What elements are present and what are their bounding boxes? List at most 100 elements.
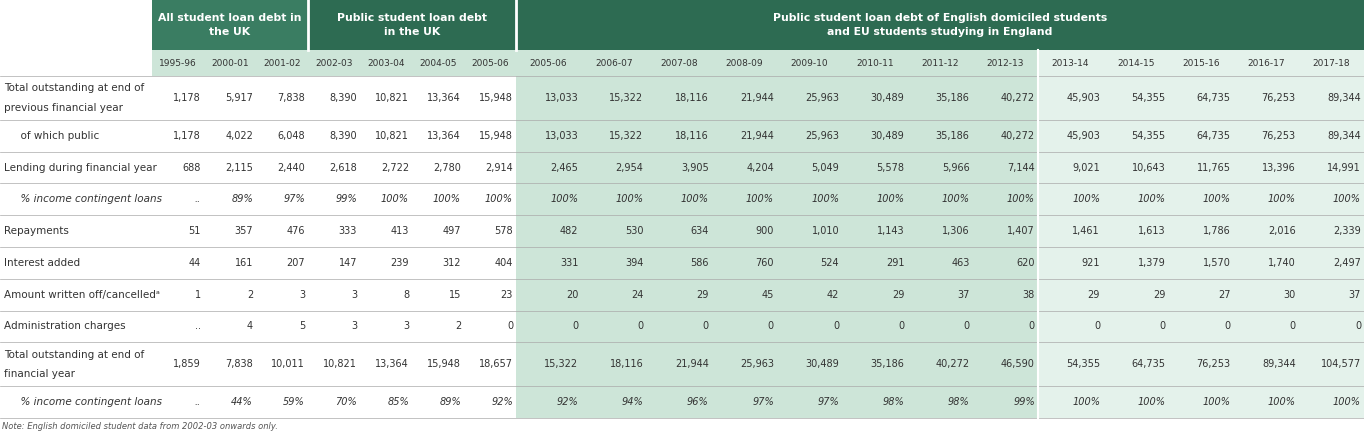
Text: 23: 23 — [501, 290, 513, 300]
Text: 0: 0 — [1094, 321, 1101, 331]
Text: 2003-04: 2003-04 — [367, 58, 405, 68]
Bar — [360, 120, 412, 152]
Bar — [907, 386, 973, 418]
Text: 18,657: 18,657 — [479, 359, 513, 369]
Bar — [1169, 342, 1233, 386]
Bar — [0, 215, 151, 247]
Text: 100%: 100% — [615, 194, 644, 204]
Bar — [1038, 342, 1103, 386]
Bar — [1233, 247, 1299, 279]
Bar — [581, 247, 647, 279]
Text: 5,578: 5,578 — [877, 163, 904, 173]
Text: 1: 1 — [195, 290, 201, 300]
Bar — [712, 215, 777, 247]
Bar — [256, 215, 308, 247]
Bar — [1233, 215, 1299, 247]
Bar — [777, 215, 842, 247]
Text: 46,590: 46,590 — [1001, 359, 1035, 369]
Text: 18,116: 18,116 — [675, 131, 709, 141]
Bar — [1169, 386, 1233, 418]
Text: Total outstanding at end of: Total outstanding at end of — [4, 83, 145, 93]
Text: 25,963: 25,963 — [805, 93, 839, 103]
Bar — [256, 342, 308, 386]
Text: 29: 29 — [1153, 290, 1165, 300]
Bar — [581, 76, 647, 120]
Text: financial year: financial year — [4, 369, 75, 379]
Bar — [0, 76, 151, 120]
Text: 64,735: 64,735 — [1196, 131, 1230, 141]
Text: 0: 0 — [702, 321, 709, 331]
Bar — [777, 279, 842, 310]
Text: 100%: 100% — [941, 194, 970, 204]
Text: 5,917: 5,917 — [225, 93, 252, 103]
Text: 100%: 100% — [1007, 194, 1035, 204]
Bar — [412, 184, 464, 215]
Text: 2006-07: 2006-07 — [595, 58, 633, 68]
Text: 0: 0 — [1159, 321, 1165, 331]
Text: 3: 3 — [351, 290, 357, 300]
Text: 15,948: 15,948 — [427, 359, 461, 369]
Bar — [1038, 215, 1103, 247]
Bar — [0, 120, 151, 152]
Text: 463: 463 — [951, 258, 970, 268]
Bar — [907, 279, 973, 310]
Text: 10,821: 10,821 — [375, 131, 409, 141]
Text: 3: 3 — [351, 321, 357, 331]
Text: 207: 207 — [286, 258, 306, 268]
Bar — [308, 50, 516, 76]
Bar — [1103, 120, 1169, 152]
Bar — [308, 215, 360, 247]
Bar — [1169, 184, 1233, 215]
Text: 7,144: 7,144 — [1007, 163, 1035, 173]
Bar — [712, 279, 777, 310]
Text: 4: 4 — [247, 321, 252, 331]
Text: Public student loan debt
in the UK: Public student loan debt in the UK — [337, 13, 487, 37]
Bar — [308, 386, 360, 418]
Text: 13,033: 13,033 — [544, 131, 578, 141]
Bar — [412, 120, 464, 152]
Text: 8,390: 8,390 — [329, 93, 357, 103]
Text: 64,735: 64,735 — [1196, 93, 1230, 103]
Text: ..: .. — [195, 194, 201, 204]
Text: 161: 161 — [235, 258, 252, 268]
Text: 25,963: 25,963 — [805, 131, 839, 141]
Text: 0: 0 — [1225, 321, 1230, 331]
Text: 3: 3 — [402, 321, 409, 331]
Text: 70%: 70% — [336, 397, 357, 407]
Bar — [712, 310, 777, 342]
Bar — [842, 342, 907, 386]
Bar — [777, 76, 842, 120]
Bar — [1038, 50, 1364, 76]
Text: 100%: 100% — [432, 194, 461, 204]
Text: 2013-14: 2013-14 — [1052, 58, 1090, 68]
Bar — [516, 310, 581, 342]
Text: previous financial year: previous financial year — [4, 102, 123, 112]
Bar — [1038, 386, 1103, 418]
Bar — [308, 0, 516, 50]
Text: 29: 29 — [696, 290, 709, 300]
Bar — [1299, 184, 1364, 215]
Text: 394: 394 — [625, 258, 644, 268]
Bar — [1169, 215, 1233, 247]
Bar — [581, 152, 647, 184]
Bar — [412, 215, 464, 247]
Bar — [973, 386, 1038, 418]
Bar — [1038, 184, 1103, 215]
Text: 1,379: 1,379 — [1138, 258, 1165, 268]
Bar — [647, 76, 712, 120]
Bar — [1103, 76, 1169, 120]
Text: ..: .. — [195, 321, 201, 331]
Text: 100%: 100% — [1138, 194, 1165, 204]
Bar — [1038, 120, 1103, 152]
Bar — [647, 386, 712, 418]
Text: 413: 413 — [390, 226, 409, 236]
Bar — [0, 342, 151, 386]
Text: 5,049: 5,049 — [812, 163, 839, 173]
Bar — [151, 386, 205, 418]
Bar — [360, 386, 412, 418]
Bar — [1103, 279, 1169, 310]
Bar — [0, 0, 151, 50]
Text: 1,740: 1,740 — [1269, 258, 1296, 268]
Bar — [360, 215, 412, 247]
Text: 21,944: 21,944 — [741, 93, 773, 103]
